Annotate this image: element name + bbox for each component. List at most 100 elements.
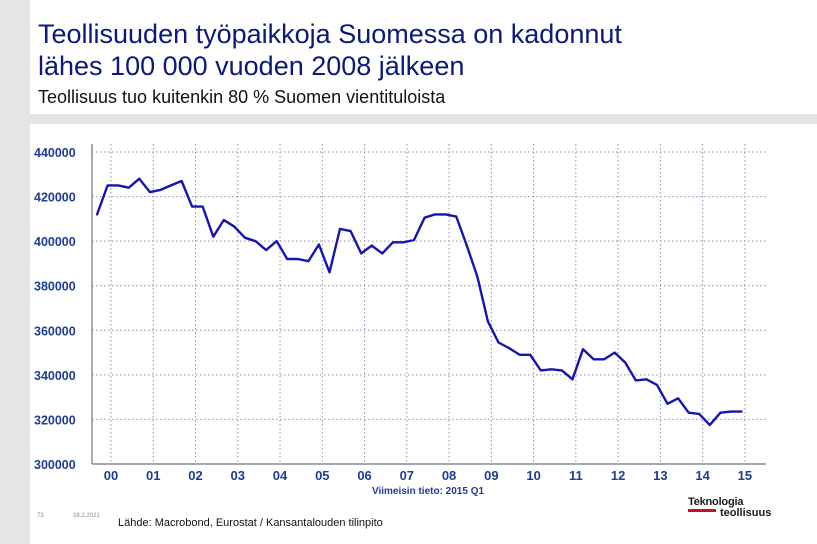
y-tick-label: 440000 — [34, 146, 76, 160]
data-point — [624, 361, 627, 364]
latest-data-note: Viimeisin tieto: 2015 Q1 — [372, 486, 485, 497]
data-point — [149, 191, 151, 193]
data-point — [402, 241, 405, 244]
data-point — [297, 258, 299, 260]
x-tick-label: 06 — [357, 468, 371, 483]
slide-date: 28.2.2021 — [73, 513, 100, 519]
data-point — [434, 213, 436, 216]
data-point — [635, 379, 637, 382]
x-tick-label: 05 — [315, 468, 329, 483]
data-point — [497, 341, 500, 344]
y-tick-label: 420000 — [34, 191, 76, 205]
data-point — [328, 271, 331, 274]
data-point — [254, 240, 257, 242]
data-point — [487, 320, 489, 323]
data-point — [128, 186, 130, 189]
data-point — [180, 180, 183, 182]
data-point — [466, 244, 468, 247]
data-point — [201, 205, 204, 208]
data-point — [709, 424, 711, 426]
x-tick-label: 00 — [104, 468, 118, 483]
data-point — [444, 213, 447, 216]
data-point — [117, 184, 119, 187]
x-tick-label: 09 — [484, 468, 498, 483]
data-point — [286, 258, 289, 260]
data-point — [592, 358, 595, 361]
data-point — [656, 384, 658, 386]
slide-number: 73 — [37, 513, 44, 519]
data-point — [265, 249, 267, 251]
x-tick-label: 07 — [400, 468, 414, 483]
data-point — [571, 378, 574, 381]
data-point — [740, 410, 743, 413]
data-point — [540, 369, 542, 372]
data-point — [307, 260, 310, 263]
data-point — [730, 410, 732, 413]
data-point — [349, 230, 352, 232]
data-point — [381, 252, 384, 255]
data-point — [233, 225, 236, 228]
data-point — [275, 240, 278, 242]
data-point — [666, 403, 669, 405]
x-tick-label: 11 — [569, 468, 583, 483]
data-point — [719, 411, 722, 414]
y-tick-label: 320000 — [34, 413, 76, 427]
data-point — [561, 369, 563, 372]
data-point — [212, 235, 215, 238]
data-point — [159, 189, 162, 191]
y-tick-label: 340000 — [34, 369, 76, 383]
data-point — [603, 358, 605, 361]
page-title-line1: Teollisuuden työpaikkoja Suomessa on kad… — [38, 19, 622, 49]
data-point — [370, 244, 373, 247]
data-point — [476, 276, 479, 278]
x-tick-label: 04 — [273, 468, 288, 483]
data-point — [613, 351, 616, 354]
page-title: Teollisuuden työpaikkoja Suomessa on kad… — [38, 18, 622, 82]
data-point — [339, 228, 341, 230]
data-point — [413, 239, 415, 241]
data-point — [687, 411, 690, 414]
data-point — [645, 378, 648, 381]
data-point — [106, 184, 109, 187]
page-title-line2: lähes 100 000 vuoden 2008 jälkeen — [38, 51, 465, 81]
data-point — [698, 413, 700, 415]
logo-line1: Teknologia — [688, 496, 744, 508]
data-point — [360, 252, 363, 255]
x-tick-label: 14 — [695, 468, 710, 483]
x-tick-label: 01 — [146, 468, 160, 483]
x-tick-label: 08 — [442, 468, 456, 483]
data-point — [677, 397, 679, 400]
data-point — [244, 237, 246, 239]
source-note: Lähde: Macrobond, Eurostat / Kansantalou… — [118, 517, 383, 529]
data-point — [138, 177, 141, 180]
page-subtitle: Teollisuus tuo kuitenkin 80 % Suomen vie… — [38, 87, 446, 107]
data-point — [455, 215, 458, 218]
series-line — [95, 177, 743, 427]
y-tick-label: 380000 — [34, 280, 76, 294]
data-point — [96, 213, 98, 216]
data-point — [529, 354, 531, 356]
data-point — [318, 243, 320, 246]
x-tick-label: 12 — [611, 468, 625, 483]
y-tick-label: 300000 — [34, 458, 76, 472]
data-point — [518, 354, 521, 356]
y-tick-label: 360000 — [34, 324, 76, 338]
x-tick-label: 02 — [188, 468, 202, 483]
data-point — [170, 184, 172, 187]
chart-panel — [30, 124, 817, 544]
data-point — [392, 241, 394, 244]
x-tick-label: 10 — [526, 468, 540, 483]
x-tick-label: 03 — [231, 468, 245, 483]
logo-line2: teollisuus — [720, 507, 772, 519]
data-point — [550, 368, 553, 371]
x-tick-label: 13 — [653, 468, 667, 483]
title-header: Teollisuuden työpaikkoja Suomessa on kad… — [30, 0, 817, 114]
data-point — [582, 348, 584, 351]
y-tick-label: 400000 — [34, 235, 76, 249]
teknologiateollisuus-logo: Teknologia teollisuus — [688, 497, 771, 519]
x-tick-label: 15 — [738, 468, 752, 483]
logo-bar — [688, 509, 716, 512]
data-point — [423, 216, 426, 219]
data-point — [508, 347, 510, 349]
